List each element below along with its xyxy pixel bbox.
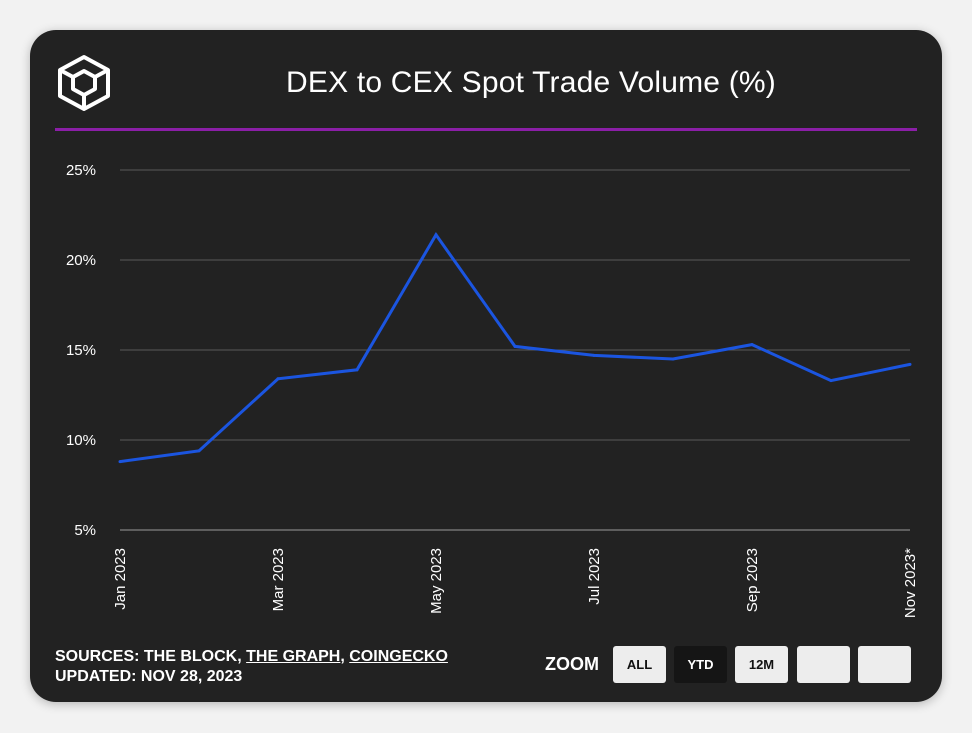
- data-point: [671, 357, 675, 361]
- sources-line: SOURCES: THE BLOCK, THE GRAPH, COINGECKO: [55, 647, 448, 667]
- y-tick-label: 20%: [66, 252, 96, 269]
- data-point: [750, 343, 754, 347]
- data-point: [276, 377, 280, 381]
- data-point: [592, 353, 596, 357]
- zoom-blank-button-2[interactable]: [858, 646, 911, 683]
- sources-prefix: SOURCES: THE BLOCK,: [55, 648, 247, 665]
- chart-card: DEX to CEX Spot Trade Volume (%) 5% 10% 15…: [30, 30, 942, 702]
- x-tick-label: Jul 2023: [586, 548, 603, 605]
- data-point: [513, 344, 517, 348]
- data-point: [434, 233, 438, 237]
- chart-title: DEX to CEX Spot Trade Volume (%): [286, 66, 776, 99]
- line-chart: 5% 10% 15% 20% 25% Jan 2023 Mar 2023 May 2023 Ju…: [66, 162, 919, 618]
- zoom-ytd-button[interactable]: YTD: [674, 646, 727, 683]
- source-link-the-graph[interactable]: THE GRAPH: [246, 648, 341, 665]
- data-point: [908, 362, 912, 366]
- the-block-logo-icon[interactable]: [55, 54, 113, 112]
- data-point: [118, 460, 122, 464]
- zoom-12m-button[interactable]: 12M: [735, 646, 788, 683]
- x-tick-label: Mar 2023: [270, 548, 287, 611]
- y-tick-label: 25%: [66, 162, 96, 179]
- data-point: [355, 368, 359, 372]
- zoom-all-button[interactable]: ALL: [613, 646, 666, 683]
- updated-date: UPDATED: NOV 28, 2023: [55, 668, 243, 685]
- y-tick-label: 5%: [74, 522, 96, 539]
- sources-note: SOURCES: THE BLOCK, THE GRAPH, COINGECKO…: [55, 647, 448, 687]
- x-tick-label: Sep 2023: [744, 548, 761, 612]
- x-tick-label: May 2023: [428, 548, 445, 614]
- zoom-label: ZOOM: [545, 654, 599, 674]
- x-tick-label: Nov 2023*: [902, 548, 919, 618]
- x-tick-label: Jan 2023: [112, 548, 129, 610]
- sources-separator: ,: [340, 648, 350, 665]
- data-point: [197, 449, 201, 453]
- data-point: [829, 379, 833, 383]
- y-tick-label: 10%: [66, 432, 96, 449]
- source-link-coingecko[interactable]: COINGECKO: [349, 648, 448, 665]
- accent-divider: [55, 128, 917, 131]
- series-line: [119, 232, 911, 464]
- zoom-blank-button-1[interactable]: [797, 646, 850, 683]
- y-tick-label: 15%: [66, 342, 96, 359]
